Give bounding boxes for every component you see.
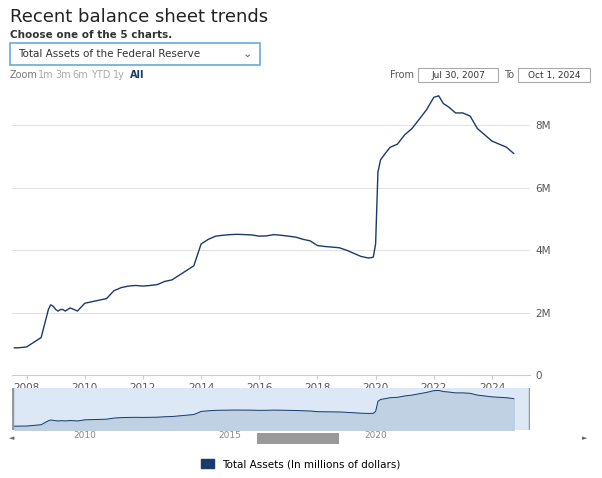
Text: From: From: [390, 70, 414, 80]
Bar: [257, 433, 339, 444]
Text: All: All: [130, 70, 144, 80]
Text: Recent balance sheet trends: Recent balance sheet trends: [10, 8, 268, 26]
Text: ►: ►: [582, 435, 587, 442]
Text: ⌄: ⌄: [243, 49, 252, 59]
Text: ◄: ◄: [9, 435, 14, 442]
Text: YTD: YTD: [91, 70, 110, 80]
Text: Jul 30, 2007: Jul 30, 2007: [431, 70, 485, 79]
Text: 3m: 3m: [55, 70, 70, 80]
Text: 1m: 1m: [38, 70, 54, 80]
Text: Oct 1, 2024: Oct 1, 2024: [528, 70, 580, 79]
Text: Choose one of the 5 charts.: Choose one of the 5 charts.: [10, 30, 172, 40]
Text: Total Assets of the Federal Reserve: Total Assets of the Federal Reserve: [18, 49, 200, 59]
Text: 6m: 6m: [72, 70, 88, 80]
Bar: [418, 68, 498, 82]
Legend: Total Assets (In millions of dollars): Total Assets (In millions of dollars): [197, 455, 405, 473]
Text: 1y: 1y: [113, 70, 125, 80]
Bar: [518, 68, 590, 82]
Text: Zoom: Zoom: [10, 70, 38, 80]
Bar: [10, 43, 260, 65]
Text: To: To: [504, 70, 514, 80]
